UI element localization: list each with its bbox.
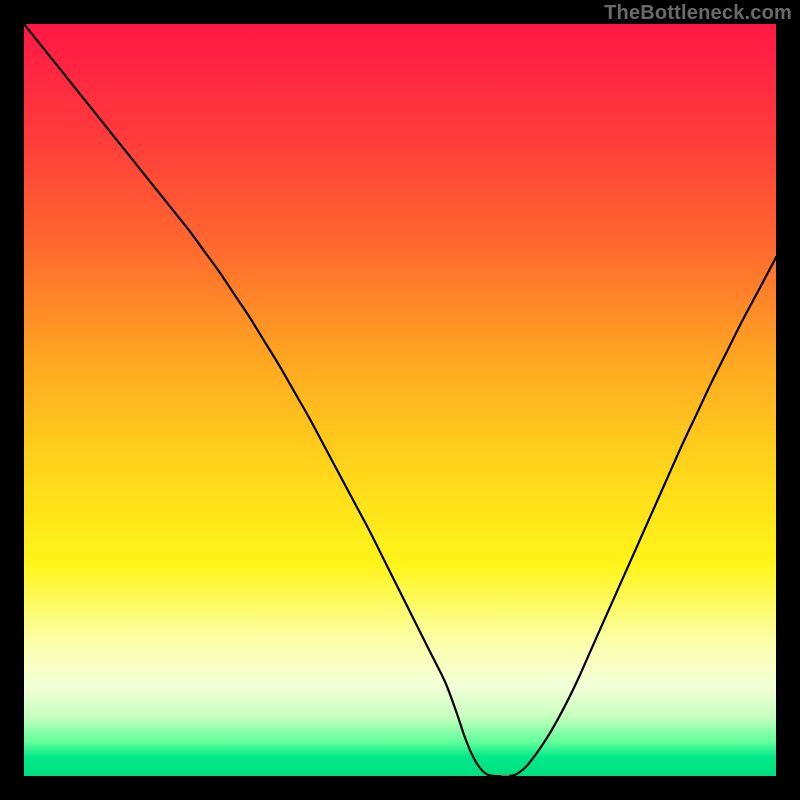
chart-container: TheBottleneck.com	[0, 0, 800, 800]
watermark-text: TheBottleneck.com	[604, 2, 792, 25]
bottleneck-chart	[0, 0, 800, 800]
plot-background	[24, 24, 776, 776]
